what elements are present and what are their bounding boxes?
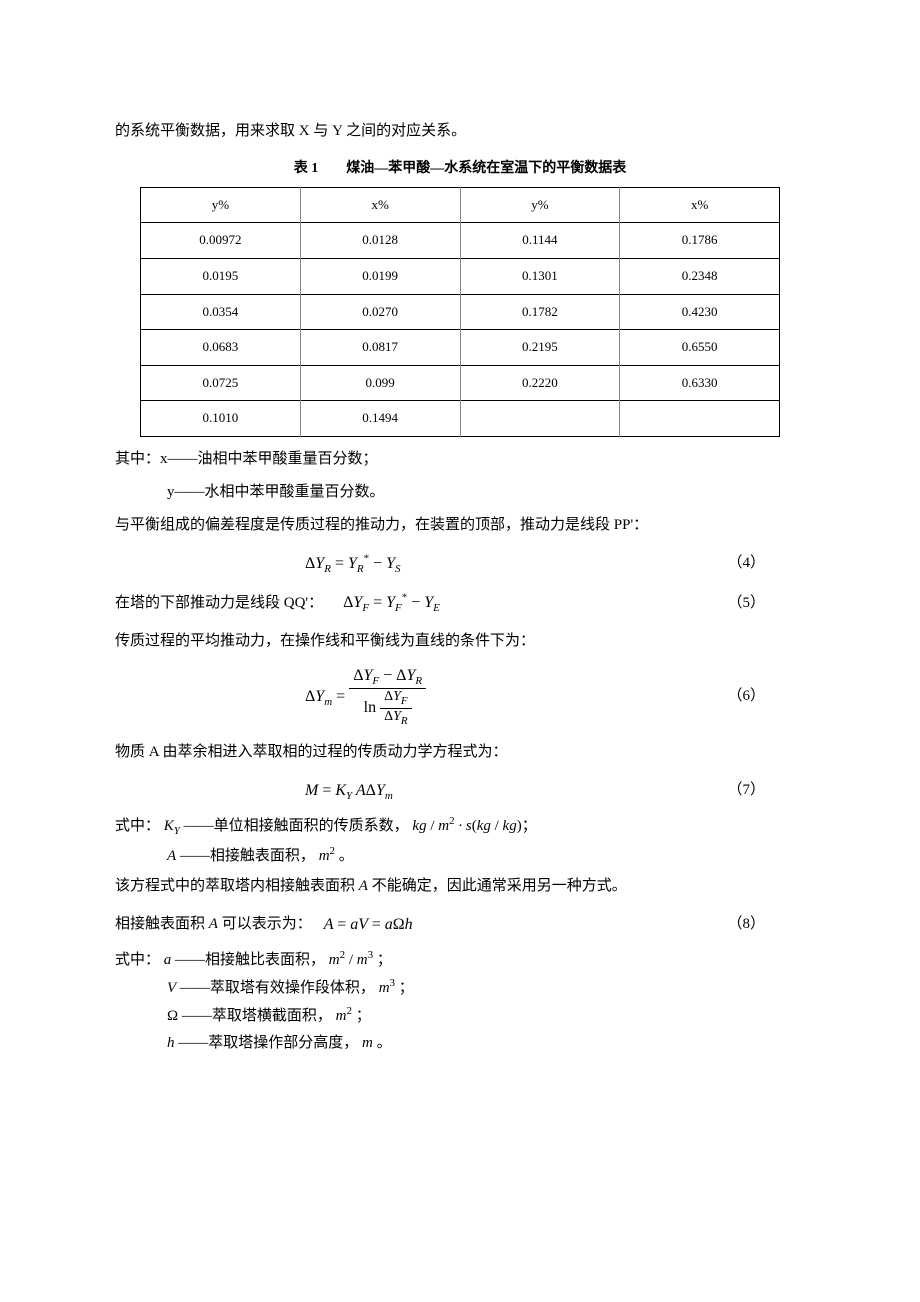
table-cell: 0.0725 bbox=[141, 365, 301, 401]
p-kinetics: 物质 A 由萃余相进入萃取相的过程的传质动力学方程式为： bbox=[115, 736, 805, 769]
th-x2: x% bbox=[620, 187, 780, 223]
table-row: 0.10100.1494 bbox=[141, 401, 780, 437]
table-cell: 0.0683 bbox=[141, 330, 301, 366]
table-cell: 0.00972 bbox=[141, 223, 301, 259]
table-cell: 0.1301 bbox=[460, 258, 620, 294]
def-A-text: ——相接触表面积， bbox=[180, 848, 315, 864]
def-a-text: ——相接触比表面积， bbox=[175, 952, 325, 968]
p-A-expr-lead: 相接触表面积 A 可以表示为： bbox=[115, 908, 312, 941]
eq7-num: （7） bbox=[393, 774, 805, 807]
def-h-line: h ——萃取塔操作部分高度， m 。 bbox=[115, 1030, 805, 1057]
eq4-num: （4） bbox=[401, 547, 805, 580]
table-cell: 0.6550 bbox=[620, 330, 780, 366]
equation-6: ΔYm = ΔYF − ΔYR ln ΔYF ΔYR （6） bbox=[115, 666, 805, 728]
def-a-line: 式中： a ——相接触比表面积， m2 / m3 ； bbox=[115, 946, 805, 974]
eq8-num: （8） bbox=[425, 908, 805, 941]
equation-7: M = KY AΔYm （7） bbox=[115, 773, 805, 808]
eq5-body: ΔYF = YF* − YE bbox=[323, 585, 440, 620]
def2-lead: 式中： bbox=[115, 952, 160, 968]
table-cell: 0.0195 bbox=[141, 258, 301, 294]
def-A-line: A ——相接触表面积， m2 。 bbox=[115, 842, 805, 870]
table-row: 0.06830.08170.21950.6550 bbox=[141, 330, 780, 366]
table-cell: 0.1494 bbox=[300, 401, 460, 437]
table-cell: 0.2220 bbox=[460, 365, 620, 401]
eq6-num: （6） bbox=[426, 680, 805, 713]
th-x1: x% bbox=[300, 187, 460, 223]
table-row: 0.07250.0990.22200.6330 bbox=[141, 365, 780, 401]
table-cell: 0.0128 bbox=[300, 223, 460, 259]
p-avg: 传质过程的平均推动力，在操作线和平衡线为直线的条件下为： bbox=[115, 625, 805, 658]
table-header-row: y% x% y% x% bbox=[141, 187, 780, 223]
def-Omega-line: Ω ——萃取塔横截面积， m2 ； bbox=[115, 1002, 805, 1030]
def-V-line: V ——萃取塔有效操作段体积， m3 ； bbox=[115, 974, 805, 1002]
table-row: 0.009720.01280.11440.1786 bbox=[141, 223, 780, 259]
eq7-body: M = KY AΔYm bbox=[245, 773, 393, 808]
p-bottom-lead: 在塔的下部推动力是线段 QQ'： bbox=[115, 587, 323, 620]
intro-line: 的系统平衡数据，用来求取 X 与 Y 之间的对应关系。 bbox=[115, 115, 805, 148]
table-cell bbox=[460, 401, 620, 437]
table-caption: 表 1 煤油—苯甲酸—水系统在室温下的平衡数据表 bbox=[115, 154, 805, 185]
eq5-num: （5） bbox=[440, 587, 805, 620]
equation-8-row: 相接触表面积 A 可以表示为： A = aV = aΩh （8） bbox=[115, 907, 805, 942]
th-y1: y% bbox=[141, 187, 301, 223]
table-cell: 0.1786 bbox=[620, 223, 780, 259]
p-drive: 与平衡组成的偏差程度是传质过程的推动力，在装置的顶部，推动力是线段 PP'： bbox=[115, 509, 805, 542]
equilibrium-table: y% x% y% x% 0.009720.01280.11440.17860.0… bbox=[140, 187, 780, 437]
def-ky-text: ——单位相接触面积的传质系数， bbox=[184, 818, 409, 834]
table-cell: 0.0199 bbox=[300, 258, 460, 294]
table-cell: 0.0354 bbox=[141, 294, 301, 330]
def-ky-line: 式中： KY ——单位相接触面积的传质系数， kg / m2 · s(kg / … bbox=[115, 812, 805, 842]
table-cell bbox=[620, 401, 780, 437]
table-cell: 0.4230 bbox=[620, 294, 780, 330]
table-cell: 0.2195 bbox=[460, 330, 620, 366]
table-cell: 0.0817 bbox=[300, 330, 460, 366]
def-ky-lead: 式中： bbox=[115, 818, 160, 834]
def-x: 其中：x——油相中苯甲酸重量百分数； bbox=[115, 443, 805, 476]
table-cell: 0.0270 bbox=[300, 294, 460, 330]
def-V-text: ——萃取塔有效操作段体积， bbox=[180, 980, 375, 996]
equation-5-row: 在塔的下部推动力是线段 QQ'： ΔYF = YF* − YE （5） bbox=[115, 585, 805, 620]
table-cell: 0.1010 bbox=[141, 401, 301, 437]
eq6-body: ΔYm = ΔYF − ΔYR ln ΔYF ΔYR bbox=[245, 666, 426, 728]
th-y2: y% bbox=[460, 187, 620, 223]
table-body: 0.009720.01280.11440.17860.01950.01990.1… bbox=[141, 223, 780, 437]
table-cell: 0.6330 bbox=[620, 365, 780, 401]
def-h-text: ——萃取塔操作部分高度， bbox=[178, 1035, 358, 1051]
table-cell: 0.1782 bbox=[460, 294, 620, 330]
table-cell: 0.099 bbox=[300, 365, 460, 401]
page: 的系统平衡数据，用来求取 X 与 Y 之间的对应关系。 表 1 煤油—苯甲酸—水… bbox=[0, 0, 920, 1302]
eq4-body: ΔYR = YR* − YS bbox=[245, 546, 401, 581]
equation-4: ΔYR = YR* − YS （4） bbox=[115, 546, 805, 581]
eq8-body: A = aV = aΩh bbox=[312, 907, 425, 942]
table-cell: 0.1144 bbox=[460, 223, 620, 259]
p-unknown-A: 该方程式中的萃取塔内相接触表面积 A 不能确定，因此通常采用另一种方式。 bbox=[115, 870, 805, 903]
def-y: y——水相中苯甲酸重量百分数。 bbox=[115, 476, 805, 509]
table-cell: 0.2348 bbox=[620, 258, 780, 294]
def-Omega-text: ——萃取塔横截面积， bbox=[182, 1008, 332, 1024]
table-row: 0.03540.02700.17820.4230 bbox=[141, 294, 780, 330]
table-row: 0.01950.01990.13010.2348 bbox=[141, 258, 780, 294]
